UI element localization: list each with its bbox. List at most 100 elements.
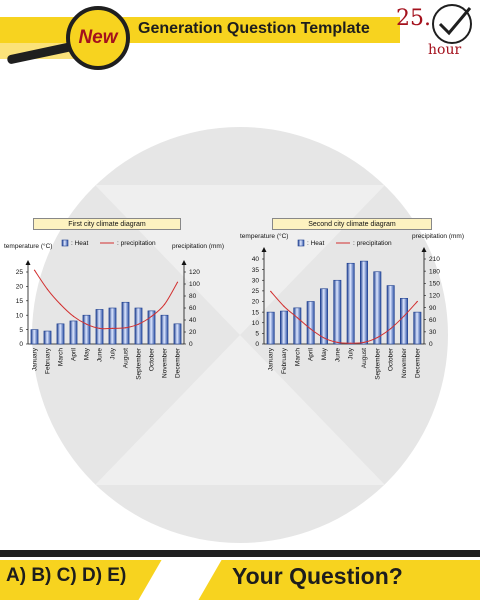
c2-ytick-label-left-3: 15 [252, 309, 260, 316]
hour-number: 25. [396, 6, 431, 31]
chart2-title: Second city climate diagram [272, 218, 432, 230]
c2-precip-point-april [310, 328, 312, 330]
c1-ytick-label-left-5: 25 [16, 269, 24, 276]
header: New Generation Question Template 25. hou… [0, 0, 480, 70]
c2-precip-point-june [336, 341, 338, 343]
c1-precip-point-may [85, 323, 88, 325]
c2-bar-october [386, 285, 395, 345]
c2-ytick-label-left-8: 40 [252, 256, 260, 263]
c2-bar-march [293, 307, 302, 345]
c2-bar-december [413, 311, 422, 345]
c2-xtick-label-february: February [281, 347, 288, 374]
c2-precip-point-january [270, 290, 272, 292]
c1-ytick-label-right-0: 0 [189, 341, 193, 348]
c1-legend-precip: : precipitation [117, 240, 156, 247]
c1-precip-point-august [124, 327, 127, 329]
c2-bar-february [280, 310, 288, 345]
c2-bar-august [360, 260, 368, 345]
c1-ytick-label-right-1: 20 [189, 329, 197, 336]
c1-bar-june [95, 309, 104, 345]
c1-bar-may [82, 314, 91, 345]
c1-xtick-label-december: December [175, 347, 182, 378]
c1-bar-april [69, 320, 78, 345]
clock-check-icon [432, 4, 472, 44]
c1-bar-january [30, 329, 39, 345]
c1-ytick-label-right-5: 100 [189, 281, 200, 288]
c2-xtick-label-june: June [334, 348, 341, 362]
c2-precip-point-september [376, 336, 378, 339]
c1-bar-august [121, 301, 130, 345]
c1-ytick-label-left-0: 0 [19, 341, 23, 348]
footer-divider [0, 550, 480, 557]
c1-precip-point-february [46, 288, 49, 290]
footer: A) B) C) D) E) Your Question? [0, 550, 480, 600]
c1-xtick-label-november: November [162, 347, 169, 378]
c1-ytick-label-right-4: 80 [189, 293, 197, 300]
page-title: Generation Question Template [138, 20, 370, 37]
c2-xtick-label-april: April [308, 347, 315, 361]
c1-precip-point-november [163, 303, 166, 305]
c1-xtick-label-february: February [45, 347, 52, 374]
c1-bar-july [108, 307, 117, 345]
c2-bar-september [373, 271, 382, 345]
c1-ylabel-left: temperature (°C) [4, 242, 52, 250]
c1-precip-point-october [150, 315, 153, 317]
c2-ylabel-left: temperature (°C) [240, 232, 288, 240]
c1-xtick-label-october: October [149, 347, 156, 371]
c2-bar-november [400, 298, 408, 345]
c1-y-axis-right-arrow [181, 260, 187, 265]
c2-precipitation-line [270, 291, 418, 344]
c1-xtick-label-july: July [110, 347, 117, 359]
c1-xtick-label-april: April [71, 347, 78, 361]
c2-precip-point-november [403, 315, 405, 317]
c2-ytick-label-right-0: 0 [429, 341, 433, 348]
c2-xtick-label-march: March [294, 348, 301, 366]
c2-bar-june [333, 279, 342, 345]
c1-ylabel-right: precipitation (mm) [172, 243, 224, 250]
footer-bar [0, 560, 480, 600]
c1-bar-december [173, 323, 182, 345]
c2-bar-april [306, 301, 315, 345]
c2-xtick-label-january: January [268, 347, 275, 371]
c2-precip-point-february [283, 305, 285, 307]
c2-xtick-label-october: October [388, 347, 395, 371]
c2-precip-point-july [350, 342, 352, 344]
answer-options: A) B) C) D) E) [6, 565, 127, 586]
chart2: temperature (°C) precipitation (mm): Heat… [240, 232, 464, 380]
c1-y-axis-left-arrow [25, 260, 31, 265]
c2-xtick-label-may: May [321, 347, 328, 360]
c1-xtick-label-september: September [136, 347, 143, 380]
question-prompt: Your Question? [232, 563, 403, 589]
c1-xtick-label-june: June [97, 348, 104, 362]
c2-ytick-label-left-6: 30 [252, 277, 260, 284]
c2-ytick-label-left-1: 5 [255, 331, 259, 338]
c1-ytick-label-left-2: 10 [16, 312, 24, 319]
c2-ytick-label-left-0: 0 [255, 341, 259, 348]
c1-bar-november [160, 314, 169, 345]
c2-y-axis-left-arrow [261, 247, 267, 252]
c2-ytick-label-left-7: 35 [252, 267, 260, 274]
c1-precip-point-march [59, 303, 62, 305]
c2-precip-point-march [296, 317, 298, 319]
c2-ytick-label-left-5: 25 [252, 288, 260, 295]
c1-legend-heat: : Heat [71, 240, 89, 247]
c2-xtick-label-september: September [374, 347, 381, 380]
c2-precip-point-october [390, 328, 392, 330]
c2-ytick-label-right-6: 180 [429, 268, 440, 275]
hour-label: hour [428, 42, 462, 58]
c1-ytick-label-left-1: 5 [19, 327, 23, 334]
chart1: temperature (°C) precipitation (mm) : Heat… [4, 239, 224, 380]
c1-precip-point-september [137, 323, 140, 325]
c1-precip-point-december [176, 281, 179, 283]
c2-xtick-label-december: December [414, 347, 421, 378]
c2-ytick-label-right-7: 210 [429, 256, 440, 263]
c2-xtick-label-november: November [401, 347, 408, 378]
new-badge: New [66, 6, 130, 70]
c2-ytick-label-left-2: 10 [252, 320, 260, 327]
new-badge-label: New [78, 27, 118, 48]
c1-xtick-label-january: January [32, 347, 39, 371]
c1-precip-point-june [98, 327, 101, 329]
c2-y-axis-right-arrow [421, 247, 427, 252]
c2-bar-january [266, 311, 275, 345]
c1-xtick-label-august: August [123, 348, 130, 368]
